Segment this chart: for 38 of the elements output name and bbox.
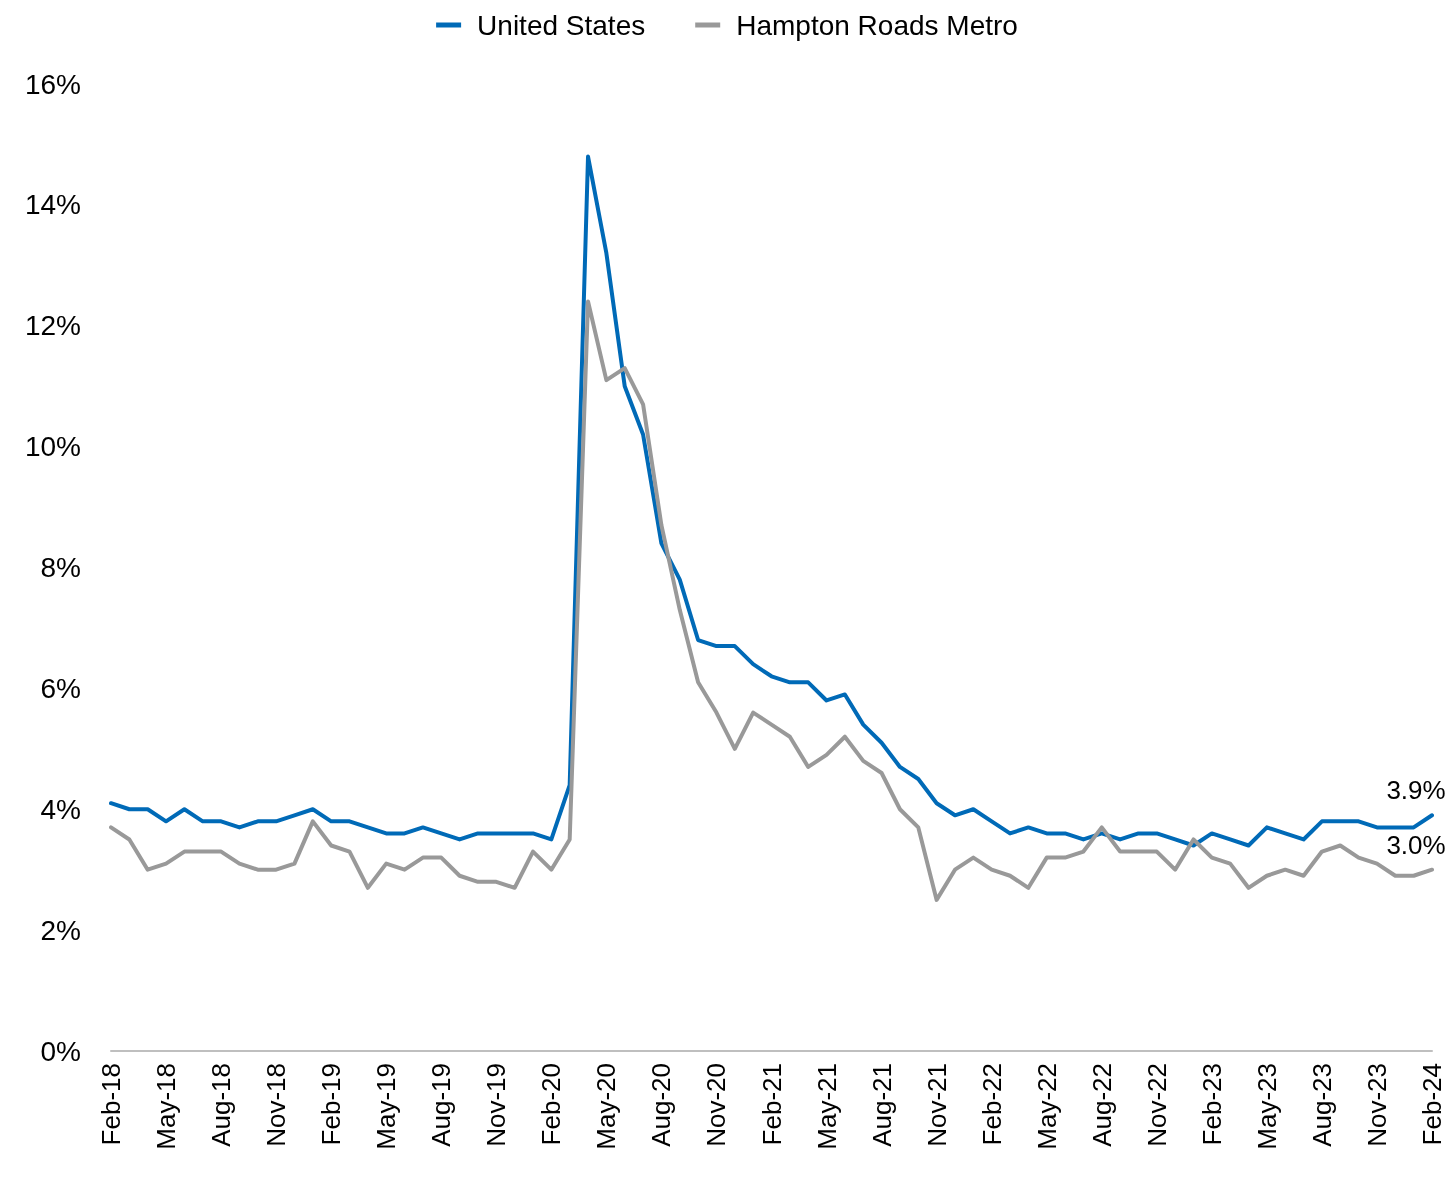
x-tick-label: Feb-24 (1417, 1063, 1447, 1146)
y-tick-label: 6% (40, 672, 81, 704)
x-tick-label: Nov-21 (921, 1063, 952, 1147)
x-tick-label: Nov-19 (481, 1063, 512, 1147)
x-tick-label: Aug-22 (1086, 1063, 1117, 1147)
x-tick-label: May-23 (1251, 1063, 1282, 1150)
x-tick-label: Feb-23 (1196, 1063, 1227, 1146)
x-tick-label: May-21 (811, 1063, 842, 1150)
y-tick-label: 12% (24, 310, 81, 342)
y-tick-label: 2% (40, 914, 81, 946)
x-tick-label: May-19 (371, 1063, 402, 1150)
x-tick-label: Feb-21 (756, 1063, 787, 1146)
y-tick-label: 14% (24, 189, 81, 221)
x-tick-label: Aug-18 (206, 1063, 237, 1147)
y-tick-label: 4% (40, 793, 81, 825)
legend-label: United States (477, 9, 646, 41)
x-tick-label: Aug-19 (426, 1063, 457, 1147)
y-tick-label: 10% (24, 431, 81, 463)
y-tick-label: 0% (40, 1035, 81, 1067)
x-tick-label: Feb-18 (96, 1063, 126, 1146)
data-label: 3.0% (1386, 829, 1446, 860)
x-tick-label: Nov-18 (261, 1063, 292, 1147)
data-label: 3.9% (1386, 775, 1446, 806)
legend-label: Hampton Roads Metro (736, 9, 1018, 41)
x-tick-label: May-22 (1031, 1063, 1062, 1150)
x-tick-label: May-18 (151, 1063, 182, 1150)
y-tick-label: 16% (24, 68, 81, 100)
x-tick-label: Aug-21 (866, 1063, 897, 1147)
x-tick-label: Nov-20 (701, 1063, 732, 1147)
x-tick-label: Feb-20 (536, 1063, 567, 1146)
x-tick-label: Aug-20 (646, 1063, 677, 1147)
x-tick-label: Feb-19 (316, 1063, 347, 1146)
x-tick-label: May-20 (591, 1063, 622, 1150)
x-tick-label: Aug-23 (1306, 1063, 1337, 1147)
x-tick-label: Feb-22 (976, 1063, 1007, 1146)
x-tick-label: Nov-22 (1141, 1063, 1172, 1147)
x-tick-label: Nov-23 (1361, 1063, 1392, 1147)
y-tick-label: 8% (40, 552, 81, 583)
